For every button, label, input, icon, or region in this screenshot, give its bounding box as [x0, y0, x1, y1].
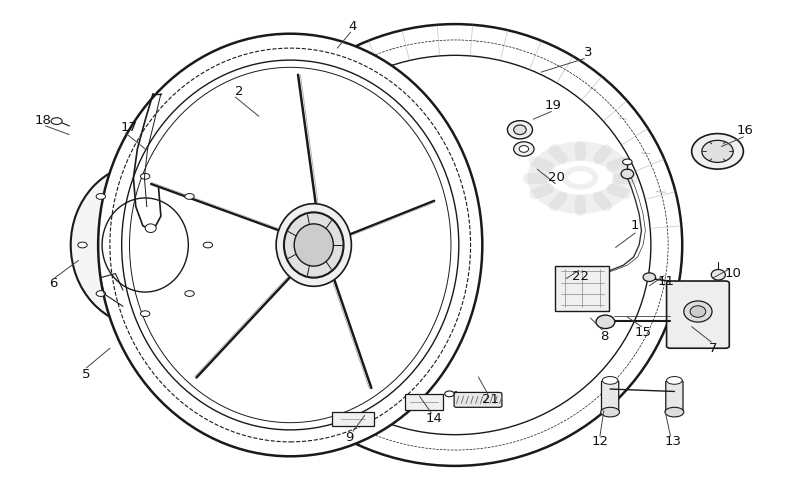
Text: 22: 22 [572, 270, 589, 283]
Ellipse shape [684, 301, 712, 322]
Text: 3: 3 [584, 47, 593, 59]
Ellipse shape [665, 407, 684, 417]
Ellipse shape [711, 270, 726, 280]
Ellipse shape [98, 34, 482, 456]
Text: 5: 5 [82, 368, 90, 381]
Text: 11: 11 [658, 274, 675, 288]
Ellipse shape [666, 377, 682, 384]
Ellipse shape [141, 311, 150, 317]
Ellipse shape [690, 306, 706, 317]
Ellipse shape [185, 194, 194, 199]
FancyBboxPatch shape [454, 392, 502, 407]
Text: 7: 7 [710, 342, 718, 355]
Ellipse shape [514, 142, 534, 156]
Ellipse shape [185, 291, 194, 296]
FancyBboxPatch shape [332, 412, 374, 426]
Ellipse shape [514, 125, 526, 135]
Ellipse shape [70, 163, 220, 327]
Text: 16: 16 [737, 124, 754, 137]
Ellipse shape [445, 391, 454, 397]
Ellipse shape [96, 194, 106, 199]
Text: 1: 1 [631, 220, 639, 232]
Ellipse shape [294, 224, 334, 266]
Text: 15: 15 [634, 326, 651, 339]
Ellipse shape [596, 315, 615, 329]
Ellipse shape [692, 134, 743, 169]
Ellipse shape [102, 198, 188, 292]
Ellipse shape [643, 273, 655, 281]
Text: 6: 6 [50, 277, 58, 290]
Text: 8: 8 [600, 330, 608, 343]
Ellipse shape [566, 169, 595, 187]
Ellipse shape [141, 173, 150, 179]
Ellipse shape [203, 242, 213, 248]
Ellipse shape [146, 224, 156, 233]
FancyBboxPatch shape [666, 281, 730, 348]
Text: 19: 19 [545, 99, 562, 112]
FancyBboxPatch shape [555, 266, 610, 311]
Text: 18: 18 [35, 114, 52, 126]
Ellipse shape [284, 212, 343, 278]
Text: 17: 17 [121, 121, 138, 134]
Text: 13: 13 [664, 436, 682, 448]
Ellipse shape [601, 407, 619, 417]
Text: 4: 4 [349, 20, 357, 33]
Ellipse shape [622, 159, 632, 165]
Text: 20: 20 [548, 172, 566, 184]
Ellipse shape [96, 291, 106, 296]
Text: Motorepublik: Motorepublik [257, 203, 480, 316]
Ellipse shape [78, 242, 87, 248]
Ellipse shape [621, 169, 634, 179]
FancyBboxPatch shape [405, 394, 443, 410]
Text: 21: 21 [482, 393, 498, 406]
Ellipse shape [507, 121, 533, 139]
Text: 10: 10 [725, 268, 742, 280]
Text: 14: 14 [426, 412, 442, 425]
Ellipse shape [602, 377, 618, 384]
Ellipse shape [227, 24, 682, 466]
Ellipse shape [276, 204, 351, 286]
Ellipse shape [702, 140, 733, 162]
Ellipse shape [519, 146, 529, 152]
FancyBboxPatch shape [602, 381, 618, 412]
Text: 2: 2 [235, 85, 243, 98]
Text: 12: 12 [591, 436, 609, 448]
FancyBboxPatch shape [666, 381, 683, 412]
Ellipse shape [51, 118, 62, 124]
Text: 9: 9 [345, 431, 354, 443]
